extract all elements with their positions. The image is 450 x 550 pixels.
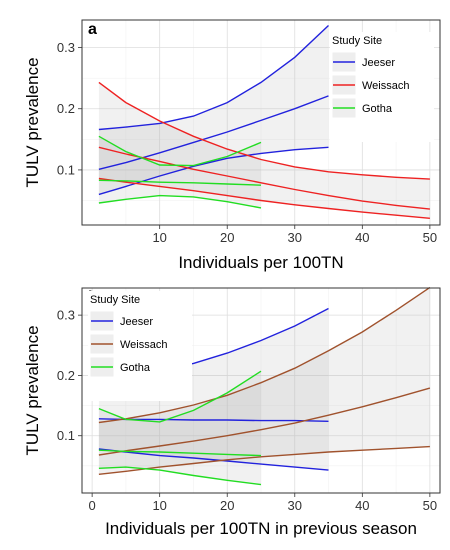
x-tick-label: 20 — [220, 230, 234, 245]
legend-label-gotha: Gotha — [362, 103, 393, 115]
ribbon-weissach — [98, 287, 430, 475]
y-tick-label: 0.2 — [57, 368, 75, 383]
x-tick-label: 40 — [355, 498, 369, 513]
series-gotha-lower-bound — [98, 466, 262, 486]
panel-b: 0 10 20 30 40 50 0.1 0.2 0.3 Individuals per 100T… — [23, 286, 441, 538]
legend: Study Site Jeeser Weissach Gotha — [88, 291, 192, 401]
y-tick-label: 0.3 — [57, 40, 75, 55]
x-tick-label: 10 — [152, 230, 166, 245]
y-axis-title: TULV prevalence — [23, 57, 42, 187]
legend-label-weissach: Weissach — [362, 80, 409, 92]
x-tick-label: 40 — [355, 230, 369, 245]
ribbon-weissach — [98, 82, 430, 219]
series-weissach-lower-bound — [98, 177, 430, 219]
panel-label: a — [88, 21, 97, 38]
axes: 10 20 30 40 50 0.1 0.2 0.3 — [57, 40, 437, 245]
series-lines — [98, 286, 431, 486]
x-tick-label: 0 — [89, 498, 96, 513]
panel-a: 10 20 30 40 50 0.1 0.2 0.3 Individuals per 100TN… — [23, 19, 441, 272]
legend-label-jeeser: Jeeser — [362, 57, 395, 69]
axes: 0 10 20 30 40 50 0.1 0.2 0.3 — [57, 308, 437, 513]
legend-title: Study Site — [332, 35, 382, 47]
series-line-weissach — [98, 387, 431, 456]
legend-title: Study Site — [90, 294, 140, 306]
confidence-bands — [98, 287, 430, 485]
series-jeeser-lower-bound — [98, 146, 329, 196]
x-tick-label: 10 — [152, 498, 166, 513]
series-gotha-lower-bound — [98, 194, 262, 209]
series-line-weissach — [98, 146, 430, 210]
plot-border — [81, 19, 441, 226]
series-gotha-upper-bound — [98, 370, 262, 423]
x-axis-title: Individuals per 100TN — [178, 253, 343, 272]
legend-label-weissach: Weissach — [120, 339, 167, 351]
series-jeeser-upper-bound — [98, 24, 329, 131]
series-line-jeeser — [98, 95, 329, 170]
legend-label-jeeser: Jeeser — [120, 316, 153, 328]
series-lines — [98, 24, 430, 219]
ribbon-gotha — [98, 136, 262, 208]
y-tick-label: 0.1 — [57, 428, 75, 443]
series-weissach-upper-bound — [98, 81, 430, 180]
x-tick-label: 20 — [220, 498, 234, 513]
legend: Study Site Jeeser Weissach Gotha — [330, 32, 434, 142]
x-tick-label: 30 — [288, 230, 302, 245]
x-tick-label: 50 — [423, 498, 437, 513]
y-tick-label: 0.2 — [57, 101, 75, 116]
x-tick-label: 50 — [423, 230, 437, 245]
y-axis-title: TULV prevalence — [23, 325, 42, 455]
series-line-gotha — [98, 449, 262, 457]
legend-label-gotha: Gotha — [120, 362, 151, 374]
series-jeeser-lower-bound — [98, 448, 329, 471]
series-gotha-upper-bound — [98, 135, 262, 167]
ribbon-gotha — [98, 371, 262, 485]
y-tick-label: 0.3 — [57, 308, 75, 323]
ribbon-jeeser — [98, 308, 329, 471]
y-tick-label: 0.1 — [57, 162, 75, 177]
x-tick-label: 30 — [288, 498, 302, 513]
series-weissach-upper-bound — [98, 286, 431, 424]
x-axis-title: Individuals per 100TN in previous season — [105, 519, 417, 538]
plot-border — [81, 287, 441, 494]
series-line-gotha — [98, 179, 262, 186]
